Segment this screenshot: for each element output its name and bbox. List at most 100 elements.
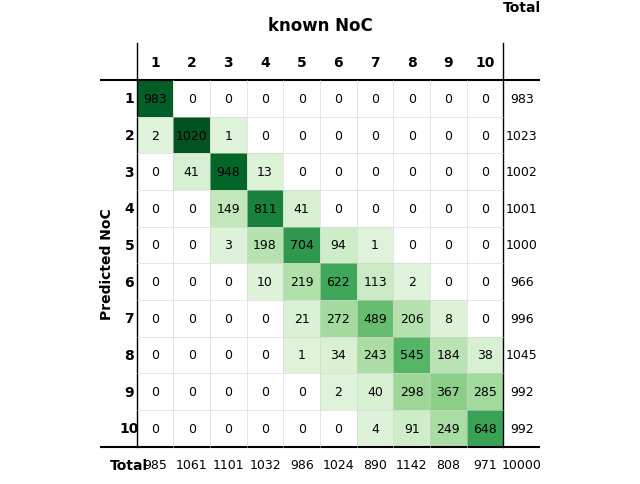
Text: 0: 0 (261, 385, 269, 398)
Bar (430, 337, 467, 374)
Text: 808: 808 (436, 458, 460, 471)
Text: 0: 0 (444, 239, 452, 252)
Bar (137, 81, 173, 118)
Bar (467, 118, 503, 154)
Text: 0: 0 (225, 92, 232, 106)
Text: 34: 34 (330, 349, 346, 362)
Text: 0: 0 (188, 349, 196, 362)
Text: 0: 0 (371, 202, 379, 215)
Text: 0: 0 (481, 275, 489, 288)
Bar (210, 337, 246, 374)
Text: 0: 0 (225, 312, 232, 325)
Text: 811: 811 (253, 202, 277, 215)
Text: 0: 0 (444, 275, 452, 288)
Bar (394, 264, 430, 301)
Bar (210, 227, 246, 264)
Text: 0: 0 (151, 202, 159, 215)
Text: 0: 0 (188, 422, 196, 435)
Text: 1001: 1001 (506, 202, 538, 215)
Bar (137, 118, 173, 154)
Bar (356, 191, 394, 227)
Text: 986: 986 (290, 458, 314, 471)
Text: 0: 0 (444, 92, 452, 106)
Bar (394, 191, 430, 227)
Text: 0: 0 (151, 349, 159, 362)
Text: 9: 9 (444, 56, 453, 70)
Text: 489: 489 (363, 312, 387, 325)
Bar (320, 374, 356, 410)
Bar (137, 191, 173, 227)
Text: 966: 966 (510, 275, 534, 288)
Text: 992: 992 (510, 385, 534, 398)
Bar (356, 337, 394, 374)
Text: 0: 0 (261, 312, 269, 325)
Text: 243: 243 (363, 349, 387, 362)
Text: 4: 4 (125, 202, 134, 216)
Bar (210, 191, 246, 227)
Bar (137, 337, 173, 374)
Bar (137, 301, 173, 337)
Text: 0: 0 (334, 129, 342, 142)
Text: 1002: 1002 (506, 166, 538, 179)
Text: 890: 890 (363, 458, 387, 471)
Text: 367: 367 (436, 385, 460, 398)
Text: 2: 2 (334, 385, 342, 398)
Text: 8: 8 (125, 348, 134, 362)
Text: 0: 0 (188, 239, 196, 252)
Bar (137, 154, 173, 191)
Text: 272: 272 (326, 312, 350, 325)
Text: 0: 0 (151, 385, 159, 398)
Text: 0: 0 (225, 349, 232, 362)
Bar (430, 81, 467, 118)
Bar (173, 374, 210, 410)
Bar (246, 410, 284, 447)
Text: 0: 0 (151, 312, 159, 325)
Text: 1: 1 (298, 349, 306, 362)
Text: 1061: 1061 (176, 458, 207, 471)
Text: 285: 285 (473, 385, 497, 398)
Text: 249: 249 (436, 422, 460, 435)
Bar (246, 264, 284, 301)
Bar (320, 191, 356, 227)
Bar (467, 337, 503, 374)
Text: 0: 0 (481, 202, 489, 215)
Text: 219: 219 (290, 275, 314, 288)
Text: 0: 0 (408, 166, 415, 179)
Text: 1: 1 (125, 92, 134, 106)
Text: 3: 3 (225, 239, 232, 252)
Text: 985: 985 (143, 458, 167, 471)
Text: 648: 648 (473, 422, 497, 435)
Text: Predicted NoC: Predicted NoC (100, 208, 114, 319)
Bar (356, 264, 394, 301)
Text: 4: 4 (371, 422, 379, 435)
Text: 622: 622 (326, 275, 350, 288)
Text: 983: 983 (143, 92, 167, 106)
Text: 2: 2 (151, 129, 159, 142)
Text: 40: 40 (367, 385, 383, 398)
Text: 0: 0 (408, 92, 415, 106)
Bar (394, 374, 430, 410)
Bar (320, 118, 356, 154)
Bar (430, 264, 467, 301)
Bar (394, 118, 430, 154)
Text: 0: 0 (188, 275, 196, 288)
Text: 0: 0 (261, 422, 269, 435)
Bar (210, 154, 246, 191)
Text: 1: 1 (225, 129, 232, 142)
Text: 7: 7 (125, 312, 134, 326)
Text: 198: 198 (253, 239, 277, 252)
Text: 0: 0 (334, 166, 342, 179)
Text: 7: 7 (370, 56, 380, 70)
Text: 13: 13 (257, 166, 273, 179)
Text: 1000: 1000 (506, 239, 538, 252)
Text: 0: 0 (188, 202, 196, 215)
Bar (210, 118, 246, 154)
Text: 0: 0 (298, 385, 306, 398)
Text: 2: 2 (125, 129, 134, 143)
Text: 9: 9 (125, 385, 134, 399)
Bar (284, 191, 320, 227)
Text: 948: 948 (216, 166, 240, 179)
Bar (284, 154, 320, 191)
Bar (320, 264, 356, 301)
Bar (246, 337, 284, 374)
